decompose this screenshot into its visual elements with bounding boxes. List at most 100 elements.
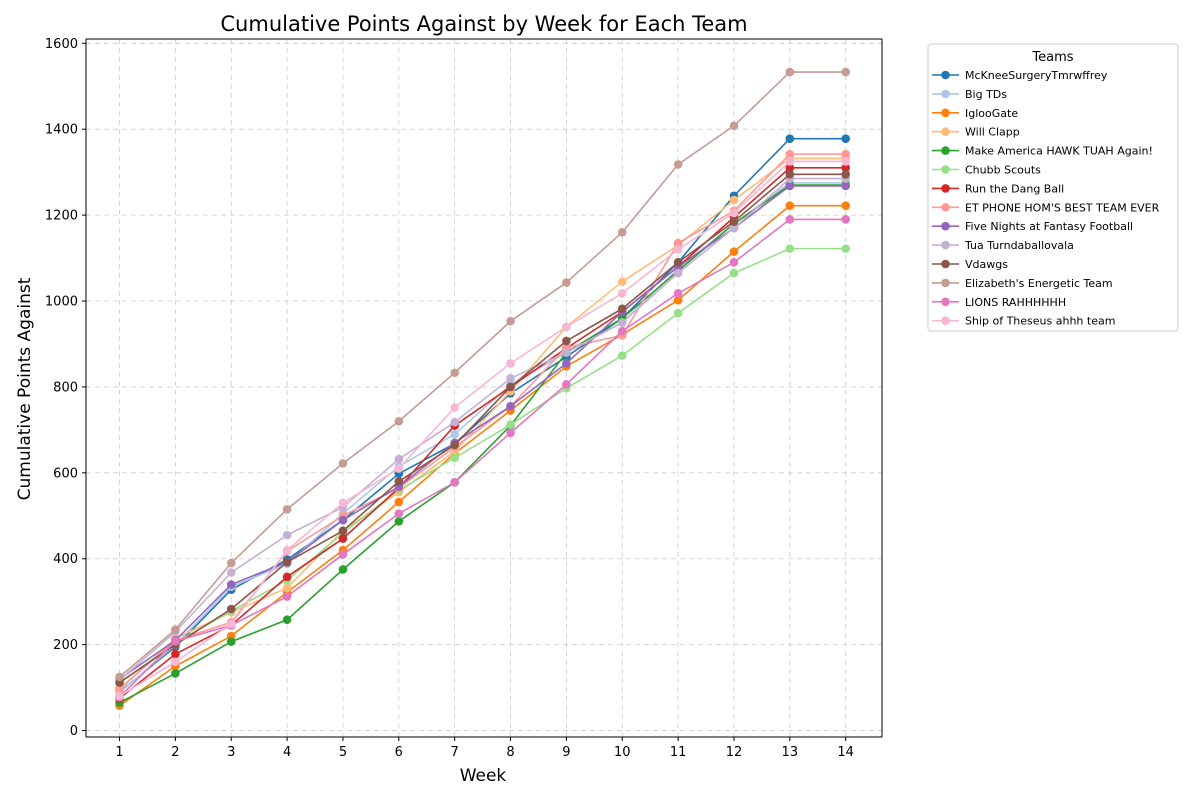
- data-point: [562, 322, 571, 332]
- data-point: [841, 157, 850, 166]
- x-tick-label: 7: [451, 745, 459, 760]
- legend-swatch-marker: [941, 203, 950, 212]
- legend-swatch-marker: [941, 108, 950, 118]
- data-point: [617, 277, 627, 286]
- data-point: [394, 517, 404, 526]
- x-tick-label: 8: [506, 745, 514, 760]
- data-point: [171, 649, 180, 659]
- series-13: [115, 157, 850, 701]
- data-point: [617, 318, 627, 327]
- data-point: [617, 351, 627, 360]
- data-point: [785, 134, 795, 143]
- series-5: [115, 244, 850, 688]
- data-point: [394, 509, 404, 518]
- legend-label: Ship of Theseus ahhh team: [965, 315, 1115, 328]
- series-layer: [115, 67, 850, 710]
- y-tick-label: 800: [53, 380, 78, 395]
- data-point: [729, 217, 739, 226]
- data-point: [785, 170, 795, 179]
- data-point: [338, 498, 348, 508]
- data-point: [338, 534, 348, 543]
- data-point: [729, 258, 739, 267]
- data-point: [673, 288, 683, 298]
- legend-label: Run the Dang Ball: [965, 182, 1064, 195]
- series-line: [119, 204, 846, 707]
- legend-swatch-marker: [941, 70, 950, 80]
- legend-label: LIONS RAHHHHHH: [965, 296, 1066, 309]
- legend-label: Tua Turndaballovala: [964, 239, 1074, 252]
- x-tick-label: 10: [614, 745, 631, 760]
- data-point: [785, 157, 795, 166]
- legend-label: Chubb Scouts: [965, 164, 1041, 177]
- x-tick-label: 12: [726, 745, 743, 760]
- legend-item: Make America HAWK TUAH Again!: [932, 145, 1153, 158]
- data-point: [785, 244, 795, 253]
- legend-box: [927, 43, 1179, 332]
- data-point: [729, 223, 739, 233]
- data-point: [282, 583, 292, 593]
- data-point: [226, 580, 236, 589]
- x-tick-label: 5: [339, 745, 347, 760]
- legend-item: McKneeSurgeryTmrwffrey: [932, 69, 1108, 82]
- data-point: [785, 149, 795, 159]
- legend-swatch-marker: [941, 89, 950, 99]
- data-point: [562, 359, 571, 368]
- y-tick-label: 200: [53, 638, 78, 653]
- legend-swatch-marker: [941, 316, 950, 326]
- data-point: [841, 149, 850, 159]
- legend-swatch-marker: [941, 221, 950, 231]
- series-10: [115, 170, 850, 687]
- data-point: [450, 417, 459, 427]
- data-point: [785, 163, 795, 173]
- series-line: [119, 185, 846, 680]
- legend-item: Tua Turndaballovala: [932, 239, 1074, 252]
- data-point: [562, 336, 571, 346]
- data-point: [394, 477, 404, 486]
- data-point: [282, 572, 292, 582]
- data-point: [673, 295, 683, 305]
- y-tick-label: 1200: [45, 209, 78, 224]
- data-point: [841, 134, 850, 143]
- legend-label: IglooGate: [965, 107, 1018, 120]
- data-point: [115, 684, 124, 693]
- legend-label: Make America HAWK TUAH Again!: [965, 145, 1153, 158]
- series-line: [118, 71, 846, 678]
- y-tick-label: 0: [70, 724, 78, 739]
- legend-item: Five Nights at Fantasy Football: [932, 220, 1133, 233]
- x-axis-label: Week: [460, 766, 507, 786]
- data-point: [282, 557, 292, 567]
- data-point: [673, 308, 683, 318]
- data-point: [282, 530, 292, 540]
- data-point: [785, 67, 795, 77]
- legend-item: Elizabeth's Energetic Team: [932, 277, 1113, 290]
- y-axis-label: Cumulative Points Against: [15, 277, 35, 500]
- x-tick-label: 1: [115, 745, 123, 760]
- legend-swatch-marker: [941, 184, 950, 193]
- data-point: [617, 288, 627, 298]
- data-point: [506, 374, 515, 383]
- legend-title: Teams: [1031, 50, 1073, 65]
- data-point: [673, 160, 683, 169]
- series-1: [115, 178, 850, 698]
- data-point: [506, 420, 515, 430]
- legend-label: Big TDs: [965, 88, 1007, 101]
- series-9: [115, 174, 850, 685]
- legend-item: Ship of Theseus ahhh team: [932, 315, 1115, 328]
- legend-item: Chubb Scouts: [932, 164, 1041, 177]
- data-point: [785, 215, 795, 224]
- legend-label: ET PHONE HOM'S BEST TEAM EVER: [965, 201, 1160, 214]
- series-line: [119, 184, 846, 704]
- data-point: [226, 604, 236, 614]
- data-point: [673, 238, 683, 248]
- data-point: [841, 163, 850, 173]
- data-point: [450, 453, 459, 463]
- data-point: [506, 382, 515, 392]
- y-tick-label: 1000: [45, 295, 78, 310]
- tick-layer: 1 2 3 4 5 6 7 8 9 10 11 12 13 14020040060080010001200…: [45, 37, 854, 760]
- data-point: [506, 428, 515, 438]
- series-line: [119, 173, 846, 684]
- y-tick-label: 600: [53, 466, 78, 481]
- data-point: [841, 67, 850, 77]
- x-tick-label: 9: [562, 745, 570, 760]
- data-point: [394, 497, 404, 507]
